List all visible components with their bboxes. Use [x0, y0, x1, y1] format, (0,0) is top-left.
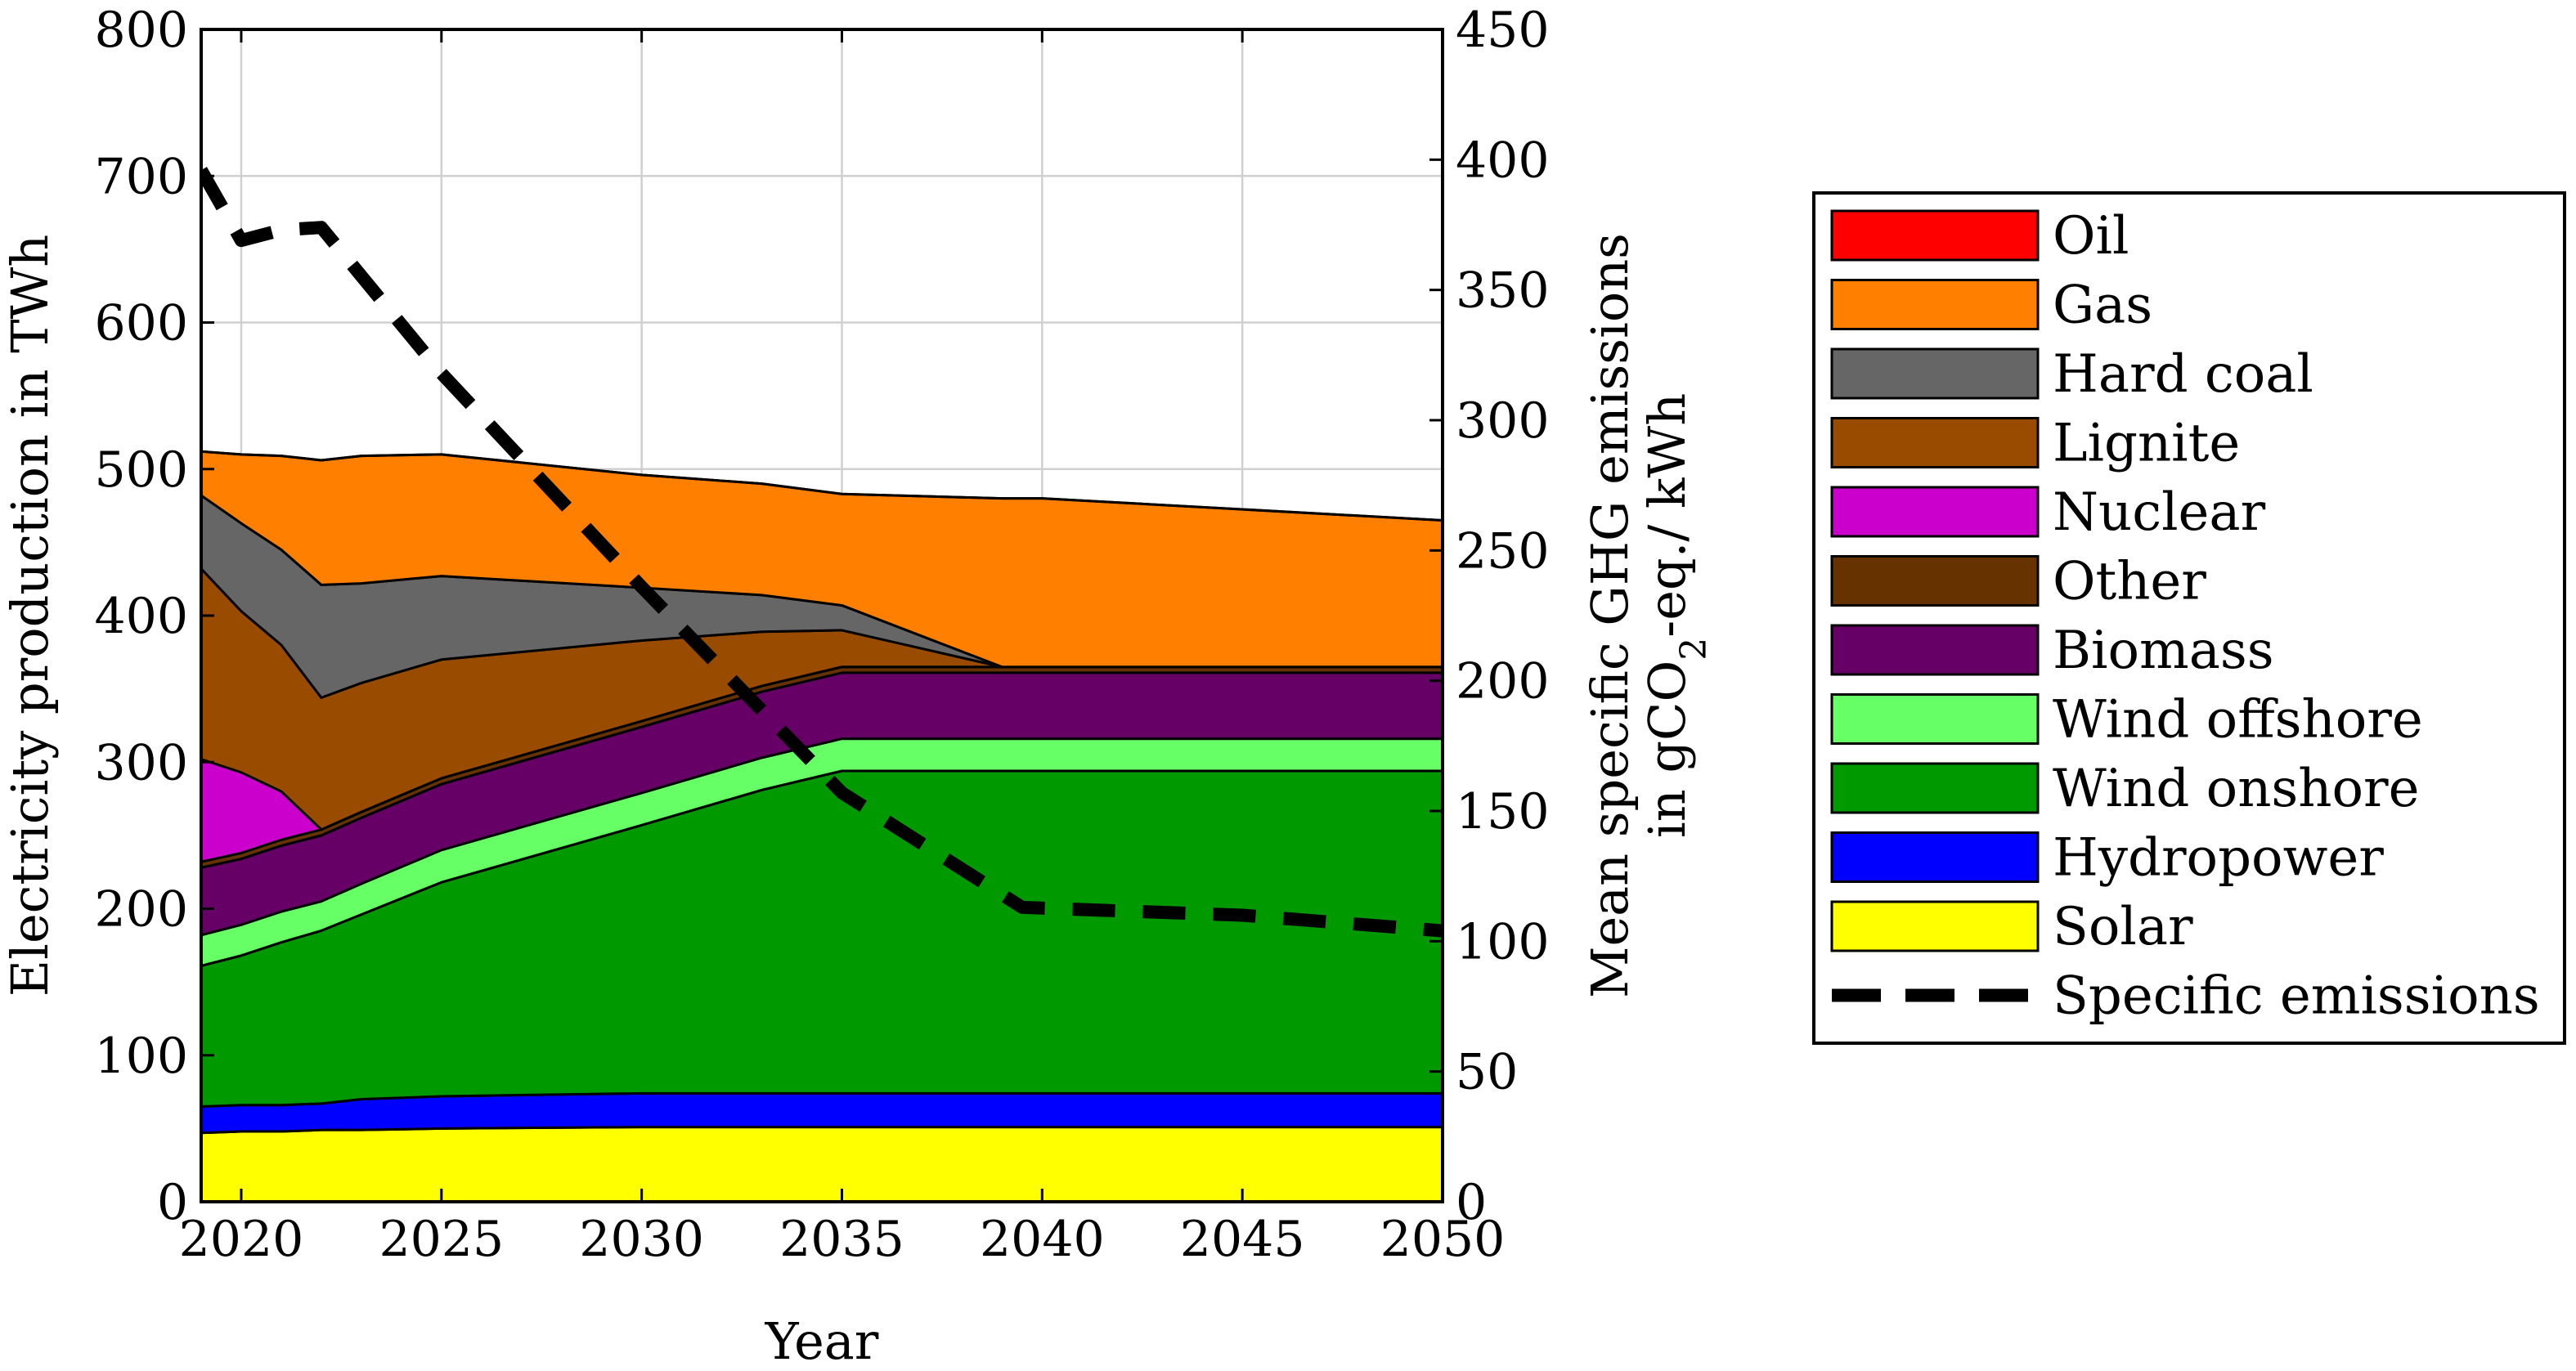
emissions-line-layer — [201, 167, 1443, 938]
x-tick-label-2030: 2030 — [579, 1211, 704, 1268]
y-left-tick-label-400: 400 — [94, 588, 188, 645]
y-left-tick-label-700: 700 — [94, 148, 188, 205]
legend-label-gas: Gas — [2053, 276, 2152, 336]
y-axis-left-ticks: 0 100 200 300 400 500 600 700 800 — [94, 2, 214, 1231]
x-tick-label-2020: 2020 — [179, 1211, 304, 1268]
y-right-tick-label-0: 0 — [1456, 1174, 1487, 1231]
legend-label-wind-onshore: Wind onshore — [2053, 759, 2419, 819]
area-solar — [201, 1126, 1443, 1202]
y-axis-right-title-line1: Mean specific GHG emissions — [1580, 233, 1640, 998]
y-axis-right-title-sub: 2 — [1673, 638, 1715, 661]
x-axis-ticks: 2020 2025 2030 2035 2040 2045 2050 — [179, 29, 1506, 1268]
legend-swatch-nuclear — [1830, 486, 2040, 538]
y-right-tick-label-450: 450 — [1456, 2, 1550, 59]
specific-emissions-line — [201, 167, 1443, 938]
legend-label-hard-coal: Hard coal — [2053, 344, 2313, 405]
y-axis-right-title-post: -eq./ kWh — [1637, 393, 1697, 638]
legend-label-oil: Oil — [2053, 206, 2129, 267]
legend-swatch-lignite — [1830, 417, 2040, 468]
y-right-tick-label-100: 100 — [1456, 913, 1550, 970]
y-axis-right-ticks: 0 50 100 150 200 250 300 350 400 450 — [1429, 2, 1550, 1231]
legend-swatch-biomass — [1830, 624, 2040, 676]
legend-swatch-gas — [1830, 279, 2040, 330]
legend-label-biomass: Biomass — [2053, 621, 2274, 681]
x-tick-label-2040: 2040 — [980, 1211, 1105, 1268]
y-right-tick-label-250: 250 — [1456, 522, 1550, 580]
area-oil — [201, 450, 1443, 522]
y-left-tick-label-200: 200 — [94, 881, 188, 939]
legend-label-lignite: Lignite — [2053, 414, 2240, 474]
y-left-tick-label-300: 300 — [94, 734, 188, 791]
x-axis-title: Year — [765, 1311, 879, 1371]
legend-swatch-oil — [1830, 209, 2040, 262]
y-right-tick-label-300: 300 — [1456, 392, 1550, 450]
x-tick-label-2025: 2025 — [379, 1211, 504, 1268]
y-left-tick-label-100: 100 — [94, 1028, 188, 1085]
legend-label-wind-offshore: Wind offshore — [2053, 690, 2423, 750]
stacked-areas — [201, 450, 1443, 1202]
y-right-tick-label-350: 350 — [1456, 262, 1550, 320]
legend-swatch-wind-offshore — [1830, 693, 2040, 745]
y-right-tick-label-50: 50 — [1456, 1044, 1518, 1101]
legend-label-solar: Solar — [2053, 897, 2193, 957]
y-axis-left-title: Electricity production in TWh — [0, 235, 60, 997]
y-axis-right-title: Mean specific GHG emissions in gCO2-eq./… — [1580, 233, 1715, 998]
legend-swatch-hydropower — [1830, 831, 2040, 883]
legend-swatch-hard-coal — [1830, 347, 2040, 400]
x-tick-label-2035: 2035 — [779, 1211, 904, 1268]
legend-label-hydropower: Hydropower — [2053, 828, 2384, 889]
y-left-tick-label-500: 500 — [94, 441, 188, 499]
x-tick-label-2050: 2050 — [1380, 1211, 1506, 1268]
legend-label-nuclear: Nuclear — [2053, 482, 2266, 543]
legend-label-other: Other — [2053, 552, 2206, 612]
y-left-tick-label-600: 600 — [94, 295, 188, 352]
legend-swatch-wind-onshore — [1830, 762, 2040, 814]
legend-swatch-solar — [1830, 900, 2040, 952]
legend-swatch-other — [1830, 555, 2040, 607]
y-right-tick-label-200: 200 — [1456, 653, 1550, 710]
y-right-tick-label-150: 150 — [1456, 783, 1550, 840]
legend-label-specific-emissions: Specific emissions — [2053, 966, 2540, 1027]
y-right-tick-label-400: 400 — [1456, 132, 1550, 189]
y-left-tick-label-0: 0 — [157, 1174, 188, 1231]
y-axis-right-title-pre: in gCO — [1637, 661, 1697, 838]
y-left-tick-label-800: 800 — [94, 2, 188, 59]
y-axis-right-title-line2: in gCO2-eq./ kWh — [1637, 393, 1715, 838]
legend: Oil Gas Hard coal Lignite Nuclear Other Biomas… — [1812, 191, 2566, 1045]
x-tick-label-2045: 2045 — [1180, 1211, 1305, 1268]
